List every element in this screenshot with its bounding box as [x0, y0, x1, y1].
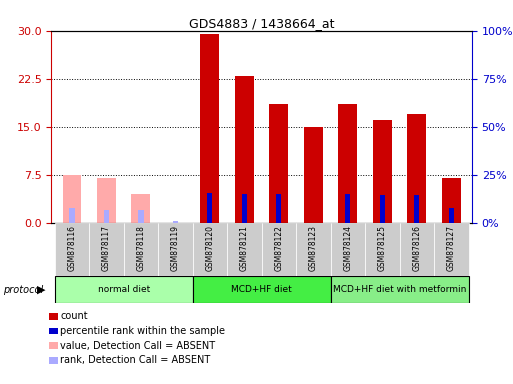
Bar	[131, 194, 150, 223]
Bar	[296, 223, 330, 276]
Bar	[97, 178, 116, 223]
Bar	[277, 194, 282, 223]
Bar	[269, 104, 288, 223]
Bar	[380, 195, 385, 223]
Bar	[139, 210, 144, 223]
Text: GSM878117: GSM878117	[102, 225, 111, 271]
Bar	[193, 276, 330, 303]
Text: MCD+HF diet: MCD+HF diet	[231, 285, 292, 295]
Bar	[373, 120, 392, 223]
Bar	[124, 223, 158, 276]
Text: GSM878124: GSM878124	[343, 225, 352, 271]
Text: count: count	[60, 311, 88, 321]
Bar	[434, 223, 468, 276]
Text: GSM878126: GSM878126	[412, 225, 421, 271]
Bar	[63, 175, 82, 223]
Bar	[158, 223, 193, 276]
Bar	[227, 223, 262, 276]
Bar	[207, 193, 212, 223]
Text: GSM878118: GSM878118	[136, 225, 146, 271]
Text: ▶: ▶	[36, 285, 45, 295]
Text: GSM878119: GSM878119	[171, 225, 180, 271]
Bar	[449, 208, 454, 223]
Text: GSM878120: GSM878120	[205, 225, 214, 271]
Bar	[201, 34, 220, 223]
Text: GSM878121: GSM878121	[240, 225, 249, 271]
Bar	[69, 208, 74, 223]
Bar	[330, 276, 468, 303]
Bar	[400, 223, 434, 276]
Text: MCD+HF diet with metformin: MCD+HF diet with metformin	[333, 285, 466, 295]
Bar	[365, 223, 400, 276]
Text: rank, Detection Call = ABSENT: rank, Detection Call = ABSENT	[60, 355, 210, 365]
Text: normal diet: normal diet	[97, 285, 150, 295]
Text: percentile rank within the sample: percentile rank within the sample	[60, 326, 225, 336]
Bar	[55, 223, 89, 276]
Bar	[104, 210, 109, 223]
Bar	[262, 223, 296, 276]
Bar	[407, 114, 426, 223]
Bar	[89, 223, 124, 276]
Title: GDS4883 / 1438664_at: GDS4883 / 1438664_at	[189, 17, 334, 30]
Bar	[173, 221, 178, 223]
Text: value, Detection Call = ABSENT: value, Detection Call = ABSENT	[60, 341, 215, 351]
Bar	[304, 127, 323, 223]
Bar	[235, 76, 254, 223]
Bar	[330, 223, 365, 276]
Bar	[193, 223, 227, 276]
Text: GSM878123: GSM878123	[309, 225, 318, 271]
Text: GSM878122: GSM878122	[274, 225, 283, 271]
Text: protocol: protocol	[3, 285, 43, 295]
Bar	[442, 178, 461, 223]
Bar	[242, 194, 247, 223]
Bar	[339, 104, 358, 223]
Bar	[345, 194, 350, 223]
Text: GSM878125: GSM878125	[378, 225, 387, 271]
Bar	[55, 276, 193, 303]
Text: GSM878116: GSM878116	[68, 225, 76, 271]
Bar	[414, 195, 419, 223]
Text: GSM878127: GSM878127	[447, 225, 456, 271]
